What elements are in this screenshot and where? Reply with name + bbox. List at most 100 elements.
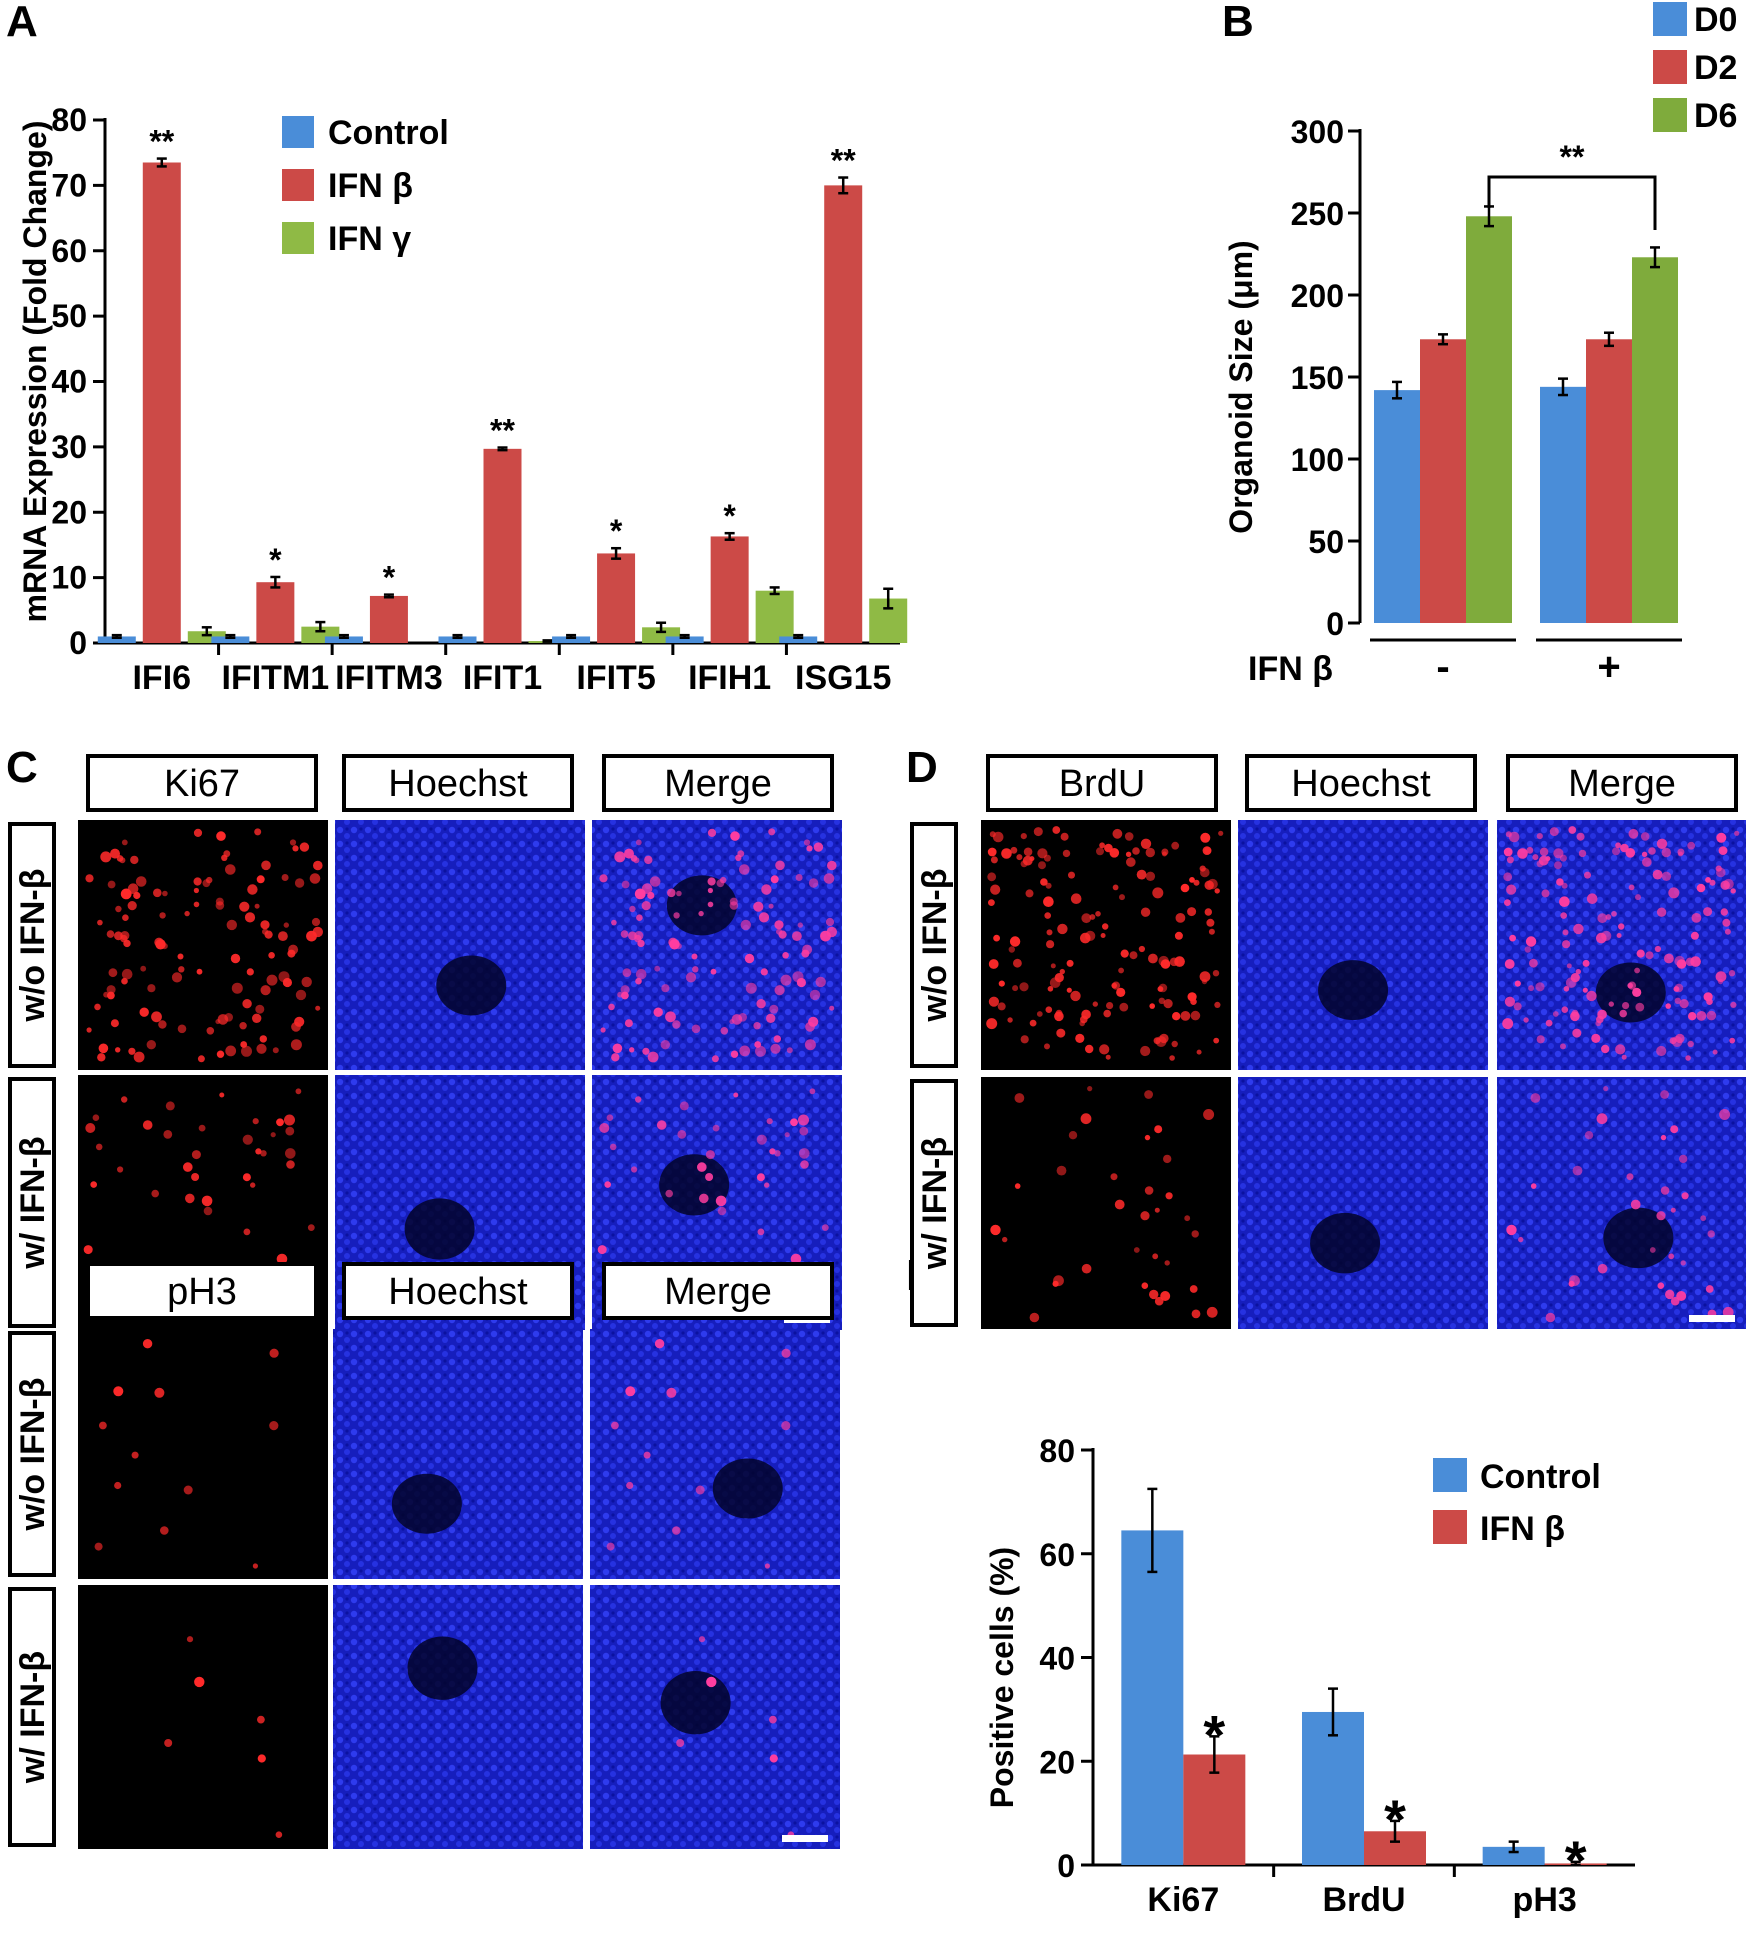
micrograph-merge-row-2-nuclei — [1497, 1077, 1746, 1329]
bar-d2-group-1 — [1420, 339, 1466, 623]
micrograph-merge-row-1-cell — [829, 1005, 835, 1011]
micrograph-merge-row-2-cell — [1568, 1280, 1575, 1287]
micrograph-merge-row-2-cell — [1572, 1165, 1583, 1176]
micrograph-brdu-row-1-cell — [1033, 827, 1043, 837]
micrograph-merge-row-2-cell — [665, 1189, 673, 1198]
bar-ifn-ifitm1 — [256, 582, 295, 643]
micrograph-ki67-row-2-cell — [121, 1096, 128, 1103]
micrograph-merge-row-1-cell — [1509, 934, 1516, 942]
micrograph-ki67-row-1-cell — [255, 1004, 265, 1014]
micrograph-brdu-row-1-cell — [1136, 869, 1147, 880]
micrograph-merge-row-1-cell — [1556, 878, 1564, 886]
micrograph-merge-row-1-cell — [1635, 894, 1641, 901]
micrograph-brdu-row-2-cell — [1160, 1291, 1171, 1301]
micrograph-merge-row-2-cell — [715, 1195, 727, 1207]
micrograph-brdu-row-1-cell — [1189, 877, 1195, 883]
micrograph-ki67-row-1-cell — [97, 1053, 106, 1062]
micrograph-ki67-row-1-cell — [260, 920, 270, 930]
micrograph-brdu-row-2-cell — [1029, 1312, 1040, 1323]
micrograph-merge-row-1-cell — [698, 910, 704, 917]
header-label-merge: Merge — [1568, 763, 1676, 805]
y-tick-label-200: 200 — [1291, 278, 1344, 314]
bar-ifn-ifih1 — [755, 590, 794, 643]
micrograph-merge-row-1-cell — [769, 1004, 779, 1014]
bar-control-ifi6 — [97, 636, 136, 643]
micrograph-ki67-row-1-cell — [301, 976, 312, 988]
micrograph-brdu-row-1-cell — [1213, 1037, 1220, 1044]
micrograph-merge-row-1-cell — [611, 1421, 619, 1430]
micrograph-ki67-row-1-cell — [110, 848, 120, 859]
micrograph-ki67-row-1-cell — [299, 842, 310, 852]
micrograph-brdu-row-1-cell — [1080, 932, 1091, 944]
micrograph-hoechst-row-1-lumen — [436, 955, 507, 1016]
x-tick-label-isg15: ISG15 — [795, 659, 891, 697]
micrograph-brdu-row-2-cell — [1152, 1253, 1159, 1260]
micrograph-brdu-row-1-cell — [1105, 1054, 1111, 1060]
micrograph-brdu-row-2-cell — [1184, 1215, 1191, 1222]
header-label-hoechst: Hoechst — [388, 1271, 528, 1313]
micrograph-brdu-row-2-cell — [1080, 1113, 1092, 1125]
micrograph-ki67-row-1-cell — [225, 1045, 237, 1057]
micrograph-merge-row-2-cell — [676, 1739, 685, 1747]
micrograph-merge-row-1-cell — [1734, 830, 1740, 836]
bar-ifn-ifit5 — [597, 553, 636, 643]
micrograph-brdu-row-1-cell — [1155, 1036, 1167, 1047]
y-tick-label-0: 0 — [1057, 1848, 1075, 1884]
micrograph-merge-row-1-cell — [692, 966, 699, 973]
micrograph-brdu-row-1-cell — [1095, 911, 1101, 917]
y-tick-label-0: 0 — [1326, 606, 1344, 642]
micrograph-brdu-row-2-cell — [1014, 1183, 1021, 1189]
micrograph-merge-row-1-cell — [1539, 847, 1549, 857]
micrograph-brdu-row-1-cell — [1068, 871, 1075, 879]
micrograph-brdu-row-2-cell — [1144, 1090, 1153, 1099]
micrograph-merge-row-1-cell — [1575, 968, 1582, 975]
micrograph-brdu-row-1-cell — [1207, 878, 1218, 890]
micrograph-ki67-row-1-cell — [246, 968, 254, 976]
micrograph-merge-row-2-cell — [604, 1181, 611, 1188]
micrograph-merge-row-2-lumen — [659, 1154, 730, 1216]
micrograph-ki67-row-1-cell — [120, 931, 130, 941]
micrograph-merge-row-2-cell — [800, 1160, 809, 1169]
micrograph-brdu-row-1-cell — [1158, 997, 1166, 1004]
micrograph-ki67-row-1-cell — [289, 839, 297, 846]
micrograph-merge-row-2-cell — [821, 1224, 829, 1231]
micrograph-brdu-row-2-cell — [1068, 1131, 1078, 1140]
x-tick-label-ki67: Ki67 — [1147, 1881, 1219, 1919]
micrograph-merge-row-2-cell — [606, 1114, 614, 1121]
micrograph-merge-row-1-cell — [1723, 878, 1734, 890]
micrograph-merge-row-1-cell — [624, 848, 634, 859]
micrograph-merge-row-1-cell — [739, 864, 750, 875]
y-tick-label-250: 250 — [1291, 196, 1344, 232]
micrograph-brdu-row-1-cell — [1052, 826, 1061, 834]
significance-label: ** — [1560, 139, 1585, 175]
bar-d6-group-2 — [1632, 257, 1678, 623]
micrograph-ki67-row-1-cell — [158, 1020, 167, 1029]
micrograph-merge-row-1-cell — [1513, 1002, 1522, 1011]
micrograph-brdu-row-1-cell — [1020, 833, 1027, 840]
micrograph-brdu-row-2-cell — [1164, 1260, 1170, 1266]
micrograph-merge-row-2-cell — [1705, 1285, 1714, 1293]
micrograph-ki67-row-2-cell — [284, 1114, 295, 1126]
micrograph-merge-row-1-cell — [634, 931, 644, 941]
micrograph-brdu-row-1-cell — [1175, 913, 1186, 923]
micrograph-ki67-row-1-cell — [215, 1019, 221, 1025]
x-tick-label-ph3: pH3 — [1513, 1881, 1577, 1919]
micrograph-brdu-row-1-cell — [1212, 970, 1220, 977]
micrograph-merge-row-1-cell — [776, 928, 783, 935]
micrograph-merge-row-1-cell — [1504, 899, 1511, 906]
micrograph-merge-row-1-cell — [1561, 1006, 1569, 1013]
micrograph-brdu-row-1-cell — [1070, 893, 1082, 904]
bar-ifn-isg15 — [824, 185, 863, 643]
micrograph-ki67-row-1-cell — [288, 944, 299, 955]
bar-control-ph3 — [1482, 1846, 1545, 1865]
micrograph-ki67-row-2-cell — [117, 1166, 124, 1173]
micrograph-merge-row-1-cell — [1685, 1055, 1691, 1061]
micrograph-merge-row-1-cell — [1687, 841, 1696, 850]
micrograph-ki67-row-1-cell — [309, 873, 321, 884]
micrograph-brdu-row-1-cell — [1171, 841, 1180, 850]
micrograph-merge-row-1-cell — [826, 926, 837, 938]
micrograph-merge-row-1-cell — [774, 985, 785, 996]
bar-ifn-ifi6 — [142, 162, 181, 643]
micrograph-merge-row-1-cell — [1716, 832, 1727, 843]
